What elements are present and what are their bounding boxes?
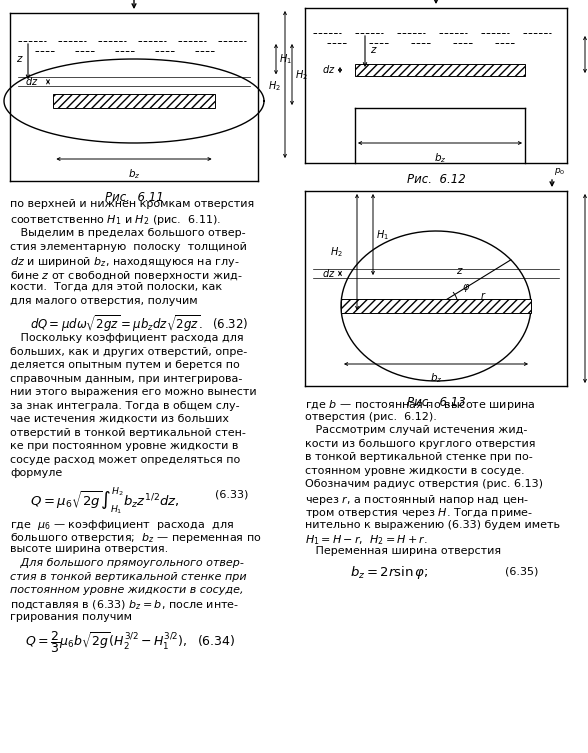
Text: $b_z$: $b_z$: [434, 151, 446, 165]
Text: $\varphi$: $\varphi$: [462, 282, 470, 294]
Text: $z$: $z$: [370, 45, 377, 55]
Text: ке при постоянном уровне жидкости в: ке при постоянном уровне жидкости в: [10, 441, 238, 451]
Text: больших, как и других отверстий, опре-: больших, как и других отверстий, опре-: [10, 346, 247, 356]
Text: постоянном уровне жидкости в сосуде,: постоянном уровне жидкости в сосуде,: [10, 585, 243, 595]
Text: $b_z = 2r \sin \varphi;$: $b_z = 2r \sin \varphi;$: [350, 564, 429, 581]
Text: $H_1$: $H_1$: [279, 52, 292, 66]
Text: нительно к выражению (6.33) будем иметь: нительно к выражению (6.33) будем иметь: [305, 520, 560, 529]
Text: $dz$ и шириной $b_z$, находящуюся на глу-: $dz$ и шириной $b_z$, находящуюся на глу…: [10, 255, 239, 269]
Text: тром отверстия через $H$. Тогда приме-: тром отверстия через $H$. Тогда приме-: [305, 506, 533, 520]
Text: справочным данным, при интегрирова-: справочным данным, при интегрирова-: [10, 373, 242, 383]
Text: $dz$: $dz$: [25, 75, 38, 87]
Text: $dz$: $dz$: [322, 267, 335, 279]
Text: сосуде расход может определяться по: сосуде расход может определяться по: [10, 455, 240, 465]
Text: стия в тонкой вертикальной стенке при: стия в тонкой вертикальной стенке при: [10, 572, 246, 581]
Text: высоте ширина отверстия.: высоте ширина отверстия.: [10, 544, 168, 554]
Text: $Q = \mu_6 \sqrt{2g} \int_{H_1}^{H_2} b_z z^{1/2} dz,$: $Q = \mu_6 \sqrt{2g} \int_{H_1}^{H_2} b_…: [30, 486, 180, 517]
Text: бине $z$ от свободной поверхности жид-: бине $z$ от свободной поверхности жид-: [10, 269, 243, 282]
Text: большого отверстия;  $b_z$ — переменная по: большого отверстия; $b_z$ — переменная п…: [10, 531, 262, 545]
Text: стоянном уровне жидкости в сосуде.: стоянном уровне жидкости в сосуде.: [305, 465, 524, 475]
Text: Рис.  6.12: Рис. 6.12: [407, 173, 465, 186]
Bar: [54, 94, 215, 108]
Text: $H_2$: $H_2$: [330, 245, 343, 259]
Text: по верхней и нижнен кромкам отверстия: по верхней и нижнен кромкам отверстия: [10, 199, 254, 209]
Text: подставляя в (6.33) $b_z = b$, после инте-: подставляя в (6.33) $b_z = b$, после инт…: [10, 599, 239, 612]
Text: Выделим в пределах большого отвер-: Выделим в пределах большого отвер-: [10, 228, 246, 238]
Text: Рис.  6.13: Рис. 6.13: [407, 396, 465, 409]
Text: кости.  Тогда для этой полоски, как: кости. Тогда для этой полоски, как: [10, 282, 222, 292]
Text: (6.35): (6.35): [505, 567, 539, 577]
Bar: [341, 299, 531, 313]
Text: чае истечения жидкости из больших: чае истечения жидкости из больших: [10, 414, 229, 424]
Text: где  $\mu_6$ — коэффициент  расхода  для: где $\mu_6$ — коэффициент расхода для: [10, 517, 234, 532]
Bar: [355, 64, 525, 76]
Text: отверстий в тонкой вертикальной стен-: отверстий в тонкой вертикальной стен-: [10, 428, 246, 437]
Text: где $b$ — постоянная по высоте ширина: где $b$ — постоянная по высоте ширина: [305, 398, 536, 412]
Text: стия элементарную  полоску  толщиной: стия элементарную полоску толщиной: [10, 242, 247, 252]
Text: (6.33): (6.33): [215, 489, 248, 499]
Text: грирования получим: грирования получим: [10, 612, 132, 622]
Text: $H_1 = H - r$,  $H_2 = H + r$.: $H_1 = H - r$, $H_2 = H + r$.: [305, 533, 427, 547]
Text: $b_z$: $b_z$: [128, 167, 141, 181]
Text: $dz$: $dz$: [322, 63, 335, 75]
Text: $Q = \dfrac{2}{3} \mu_6 b \sqrt{2g} (H_2^{3/2} - H_1^{3/2}),$  (6.34): $Q = \dfrac{2}{3} \mu_6 b \sqrt{2g} (H_2…: [25, 630, 236, 655]
Text: через $r$, а постоянный напор над цен-: через $r$, а постоянный напор над цен-: [305, 492, 529, 507]
Text: $H_1$: $H_1$: [376, 228, 389, 242]
Text: $r$: $r$: [480, 290, 486, 301]
Bar: [54, 94, 215, 108]
Text: Поскольку коэффициент расхода для: Поскольку коэффициент расхода для: [10, 333, 243, 343]
Text: Рис.  6.11: Рис. 6.11: [105, 191, 163, 204]
Text: деляется опытным путем и берется по: деляется опытным путем и берется по: [10, 360, 240, 370]
Text: Рассмотрим случай истечения жид-: Рассмотрим случай истечения жид-: [305, 425, 527, 435]
Text: в тонкой вертикальной стенке при по-: в тонкой вертикальной стенке при по-: [305, 452, 533, 462]
Bar: [341, 299, 531, 313]
Text: Для большого прямоугольного отвер-: Для большого прямоугольного отвер-: [10, 558, 244, 568]
Text: Обозначим радиус отверстия (рис. 6.13): Обозначим радиус отверстия (рис. 6.13): [305, 479, 543, 489]
Bar: [355, 64, 525, 76]
Text: формуле: формуле: [10, 468, 62, 478]
Text: отверстия (рис.  6.12).: отверстия (рис. 6.12).: [305, 411, 437, 422]
Text: $z$: $z$: [16, 54, 24, 64]
Text: $p_0$: $p_0$: [554, 166, 565, 177]
Text: $b_z$: $b_z$: [430, 371, 442, 385]
Text: соответственно $H_1$ и $H_2$ (рис.  6.11).: соответственно $H_1$ и $H_2$ (рис. 6.11)…: [10, 212, 221, 227]
Text: $z$: $z$: [456, 266, 464, 276]
Text: для малого отверстия, получим: для малого отверстия, получим: [10, 295, 198, 306]
Text: нии этого выражения его можно вынести: нии этого выражения его можно вынести: [10, 387, 256, 397]
Text: за знак интеграла. Тогда в общем слу-: за знак интеграла. Тогда в общем слу-: [10, 401, 240, 410]
Text: кости из большого круглого отверстия: кости из большого круглого отверстия: [305, 438, 536, 449]
Text: $H_2$: $H_2$: [295, 68, 308, 82]
Text: $dQ = \mu d\omega \sqrt{2gz} = \mu b_z dz \sqrt{2gz}.$  (6.32): $dQ = \mu d\omega \sqrt{2gz} = \mu b_z d…: [30, 313, 248, 334]
Text: Переменная ширина отверстия: Переменная ширина отверстия: [305, 547, 501, 556]
Text: $H_2$: $H_2$: [268, 79, 281, 93]
